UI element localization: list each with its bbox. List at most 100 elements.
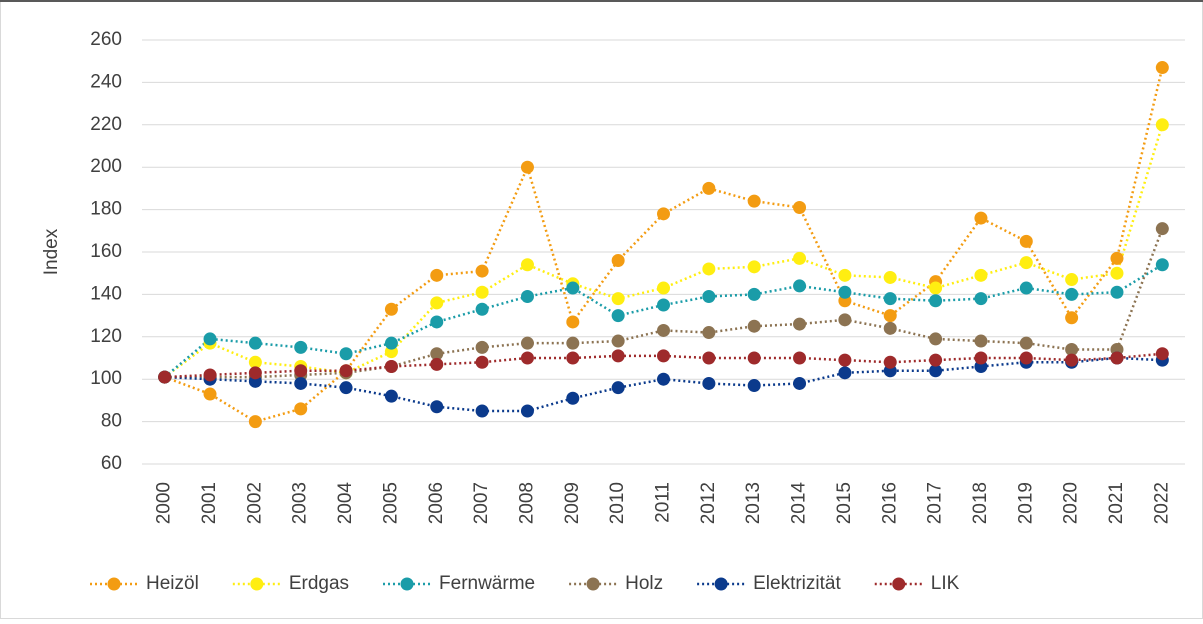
data-point [747,287,761,301]
y-tick-label: 260 [90,29,122,50]
data-point [475,302,489,316]
data-point [1019,234,1033,248]
data-point [838,353,852,367]
series-line [164,352,1163,379]
data-point [1155,347,1169,361]
data-point [747,194,761,208]
data-point [747,319,761,333]
data-point [475,285,489,299]
data-point [657,349,670,363]
series-line [163,263,1163,379]
legend-swatch-marker [250,577,264,591]
data-point [520,258,534,272]
legend-label: Fernwärme [439,573,535,594]
data-point [294,364,308,378]
y-tick-label: 100 [90,368,122,389]
data-point [566,281,580,295]
data-point [657,207,670,221]
series-line [164,67,1164,423]
data-point [702,290,716,304]
data-point [657,372,670,386]
data-point [793,351,807,365]
data-point [929,281,943,295]
data-point [248,355,262,369]
data-point [611,381,625,395]
data-point [384,302,398,316]
y-tick-label: 240 [90,71,122,92]
data-point [883,270,897,284]
data-point [566,351,580,365]
data-point [1065,273,1079,287]
x-tick-label: 2008 [516,482,537,524]
x-tick-label: 2010 [607,482,628,524]
data-point [1019,336,1033,350]
data-point [883,321,897,335]
data-point [1065,353,1079,367]
y-tick-label: 220 [90,114,122,135]
data-point [339,381,353,395]
data-point [248,366,262,380]
x-tick-label: 2014 [789,482,810,525]
data-point [929,332,943,346]
data-point [520,404,534,418]
x-tick-label: 2021 [1106,482,1127,524]
data-point [793,251,807,265]
legend-label: Erdgas [289,573,349,594]
y-tick-label: 80 [101,411,122,432]
data-point [566,315,580,329]
data-point [520,160,534,174]
x-tick-label: 2001 [199,482,220,524]
data-point [747,260,761,274]
data-point [1065,287,1079,301]
data-point [475,404,489,418]
data-point [702,376,716,390]
data-point [1110,285,1124,299]
x-tick-label: 2017 [925,482,946,524]
data-point [520,351,534,365]
data-point [793,200,807,214]
data-point [1019,256,1033,270]
x-tick-label: 2002 [244,482,265,524]
data-point [384,389,398,403]
data-point [702,181,716,195]
y-tick-label: 200 [90,156,122,177]
y-axis-label: Index [41,228,62,275]
data-point [1155,61,1169,75]
data-point [294,402,308,416]
data-point [838,285,852,299]
x-tick-label: 2022 [1151,482,1172,524]
data-point [384,336,398,350]
data-point [1110,351,1124,365]
data-point [657,323,670,337]
legend-label: Holz [625,573,663,594]
y-tick-label: 160 [90,241,122,262]
y-tick-label: 120 [90,326,122,347]
y-tick-label: 180 [90,199,122,220]
x-tick-label: 2012 [698,482,719,524]
data-point [657,298,670,312]
data-point [838,268,852,282]
data-point [883,355,897,369]
data-point [702,351,716,365]
data-point [974,334,988,348]
legend-swatch-marker [107,577,121,591]
data-point [657,281,670,295]
data-point [430,357,444,371]
x-tick-label: 2018 [970,482,991,524]
x-tick-label: 2007 [471,482,492,524]
data-point [974,292,988,306]
data-point [475,340,489,354]
y-tick-label: 140 [90,283,122,304]
data-point [339,364,353,378]
data-point [475,264,489,278]
y-tick-label: 60 [101,453,122,474]
data-point [702,262,716,276]
data-point [566,336,580,350]
legend-swatch-marker [400,577,414,591]
legend-swatch-marker [586,577,600,591]
data-point [430,347,444,361]
data-point [203,332,217,346]
data-point [430,268,444,282]
